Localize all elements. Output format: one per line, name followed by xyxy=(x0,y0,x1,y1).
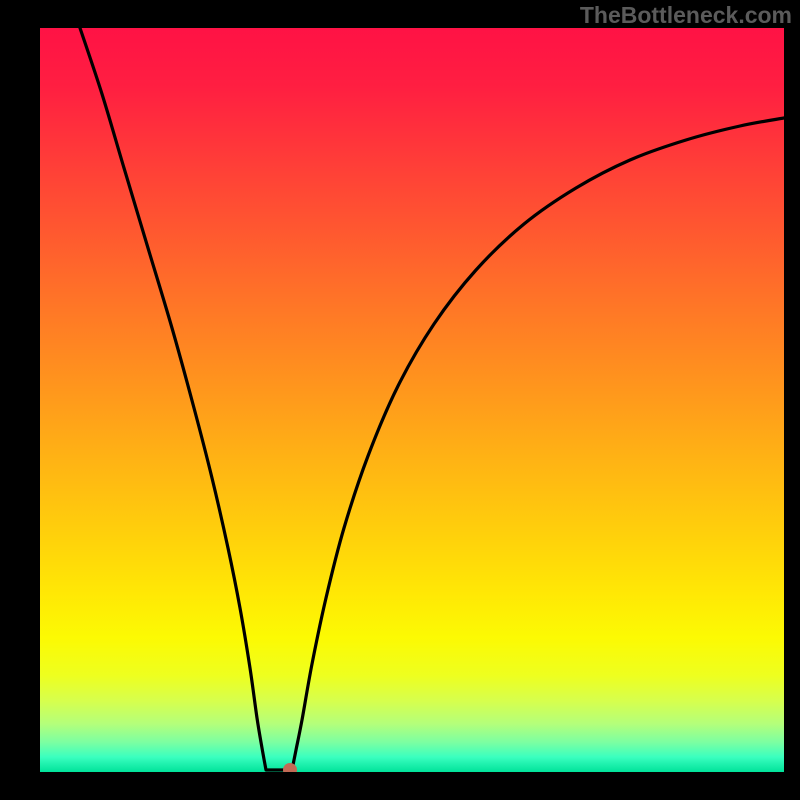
bottleneck-curve xyxy=(80,28,784,770)
optimal-point-marker xyxy=(283,763,297,772)
watermark-text: TheBottleneck.com xyxy=(580,2,792,29)
chart-container: TheBottleneck.com xyxy=(0,0,800,800)
plot-area xyxy=(40,28,784,772)
curve-svg xyxy=(40,28,784,772)
